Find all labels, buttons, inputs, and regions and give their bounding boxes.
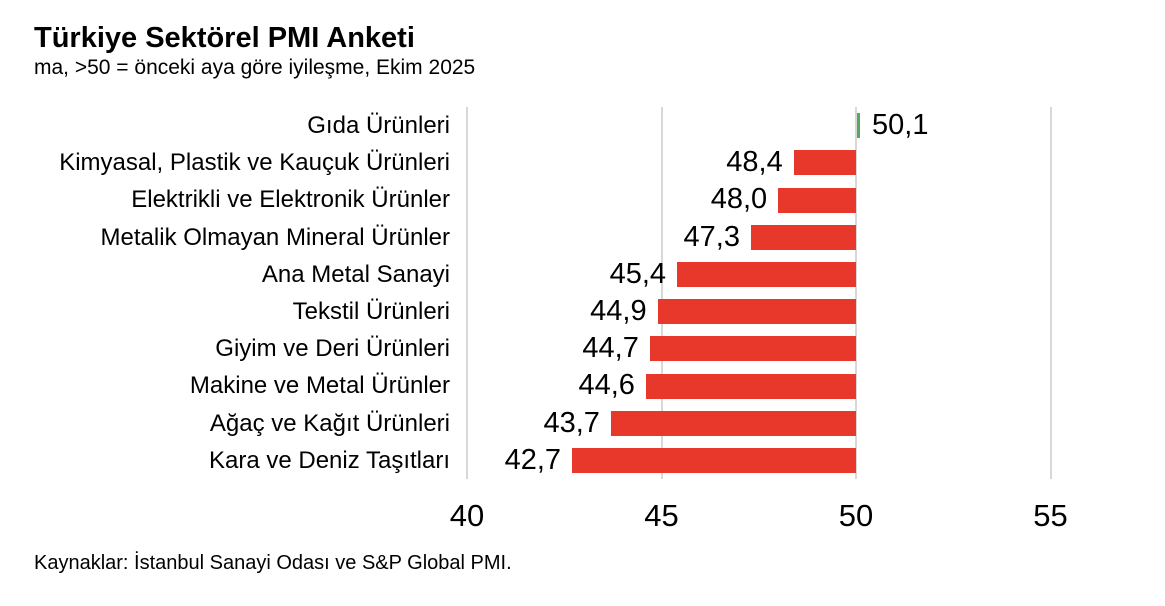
gridline-55 (1049, 107, 1052, 479)
category-label: Tekstil Ürünleri (292, 298, 450, 325)
category-label: Gıda Ürünleri (307, 112, 450, 139)
value-label: 44,6 (578, 369, 635, 402)
category-label: Ana Metal Sanayi (261, 260, 450, 288)
bar-below-baseline (610, 410, 856, 436)
bar-below-baseline (793, 150, 856, 176)
bar-below-baseline (677, 261, 856, 287)
category-label: Metalik Olmayan Mineral Ürünler (100, 223, 450, 251)
x-axis-tick-label: 50 (838, 498, 874, 533)
chart-title: Türkiye Sektörel PMI Anketi (34, 22, 415, 54)
bar-below-baseline (649, 336, 856, 362)
value-label: 45,4 (609, 257, 667, 290)
bar-below-baseline (572, 447, 856, 473)
category-label: Ağaç ve Kağıt Ürünleri (209, 409, 450, 437)
chart-source-note: Kaynaklar: İstanbul Sanayi Odası ve S&P … (34, 552, 512, 574)
gridline-40 (466, 107, 468, 479)
x-axis-tick-label: 45 (644, 498, 679, 533)
category-label: Kimyasal, Plastik ve Kauçuk Ürünleri (59, 149, 450, 177)
value-label: 47,3 (683, 220, 740, 253)
value-label: 50,1 (872, 109, 929, 141)
category-label: Kara ve Deniz Taşıtları (209, 446, 450, 474)
gridline-50 (855, 107, 857, 479)
gridline-45 (660, 107, 663, 479)
bar-below-baseline (750, 224, 856, 250)
value-label: 48,0 (710, 183, 768, 216)
bar-below-baseline (657, 299, 856, 325)
x-axis-tick-label: 40 (449, 498, 485, 533)
value-label: 44,7 (582, 332, 639, 365)
value-label: 48,4 (726, 146, 783, 179)
value-label: 44,9 (590, 295, 647, 327)
category-label: Makine ve Metal Ürünler (189, 372, 450, 400)
bar-below-baseline (778, 187, 856, 213)
x-axis-tick-label: 55 (1033, 498, 1068, 533)
bar-below-baseline (645, 373, 856, 399)
chart-subtitle: ma, >50 = önceki aya göre iyileşme, Ekim… (34, 56, 476, 79)
category-label: Elektrikli ve Elektronik Ürünler (131, 186, 450, 214)
value-label: 43,7 (543, 406, 600, 439)
value-label: 42,7 (504, 443, 562, 476)
category-label: Giyim ve Deri Ürünleri (215, 335, 450, 363)
bar-above-baseline (857, 113, 860, 139)
